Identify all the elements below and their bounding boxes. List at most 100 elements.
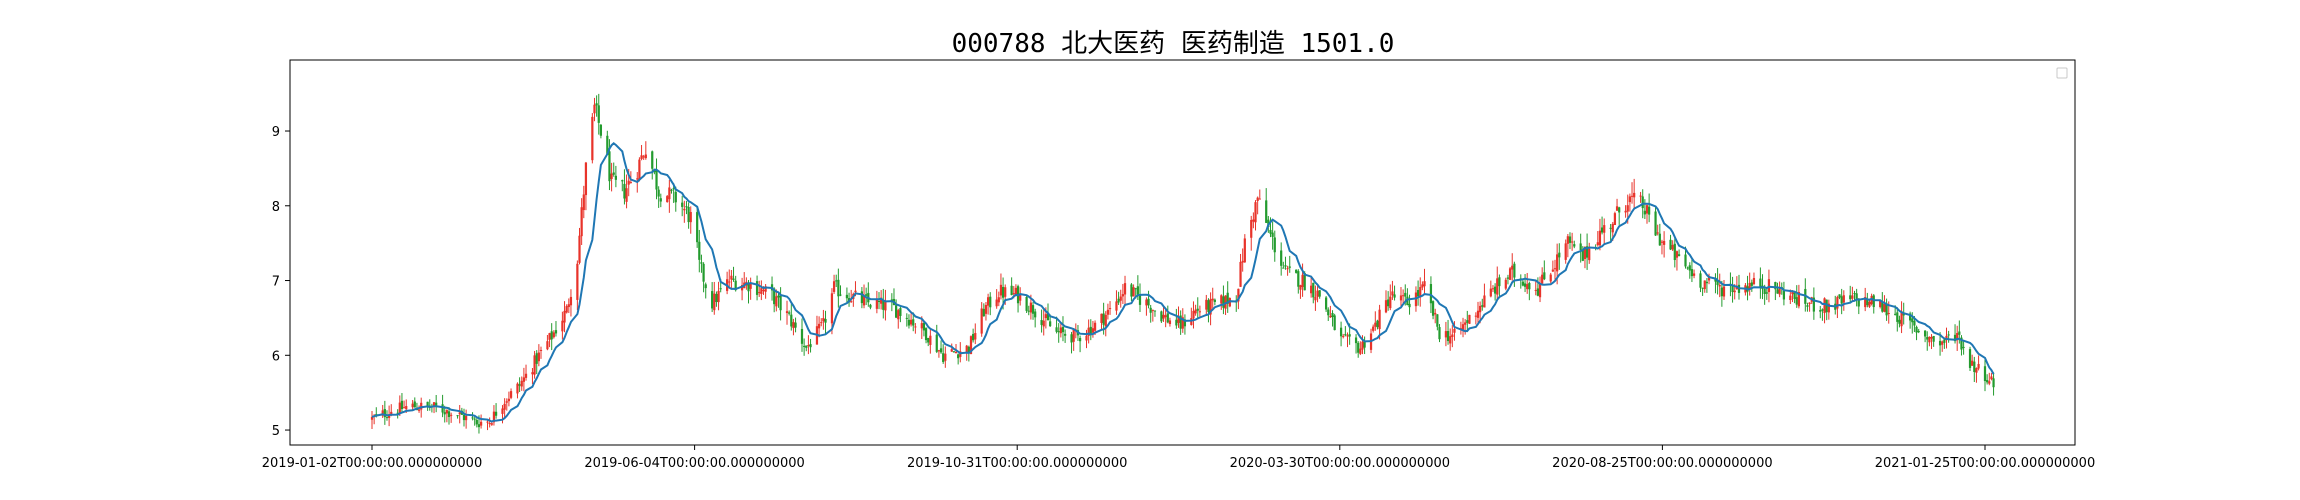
candle-body	[1466, 320, 1469, 323]
candle-body	[1211, 298, 1214, 301]
candle-body	[1179, 315, 1182, 329]
candle-body	[1776, 289, 1779, 294]
candle-body	[1177, 316, 1180, 323]
candle-body	[839, 294, 842, 296]
candle-body	[1626, 205, 1629, 212]
candle-body	[1449, 336, 1452, 344]
candle-body	[1887, 313, 1890, 315]
candle-body	[1564, 243, 1567, 260]
candle-body	[1194, 309, 1197, 314]
candle-body	[967, 346, 970, 353]
candle-body	[1072, 328, 1075, 342]
candle-body	[854, 290, 857, 293]
candle-body	[924, 328, 928, 341]
candle-body	[1342, 336, 1345, 338]
candle-body	[1164, 315, 1167, 318]
candle-body	[986, 297, 990, 306]
candle-body	[1431, 301, 1435, 316]
candle-body	[1513, 263, 1516, 278]
candle-body	[471, 417, 474, 419]
candle-body	[597, 105, 600, 123]
candle-body	[1718, 285, 1721, 287]
candle-body	[1812, 297, 1815, 312]
candle-body	[402, 407, 406, 409]
candle-body	[1778, 287, 1781, 295]
candle-body	[1624, 210, 1627, 213]
candle-body	[965, 345, 968, 353]
candle-body	[1250, 219, 1253, 238]
candle-body	[1312, 282, 1315, 298]
candle-body	[1915, 326, 1918, 333]
candle-body	[627, 180, 630, 185]
candle-body	[1720, 287, 1723, 297]
candle-body	[554, 330, 558, 334]
candle-body	[1295, 269, 1298, 273]
candle-body	[383, 409, 386, 417]
candle-body	[1930, 336, 1933, 339]
candle-body	[869, 304, 872, 308]
candle-body	[582, 194, 585, 211]
candle-body	[1618, 207, 1621, 213]
candle-body	[465, 415, 468, 421]
candle-body	[636, 178, 639, 180]
candle-body	[1923, 330, 1927, 337]
candle-body	[747, 284, 750, 292]
candle-body	[817, 323, 821, 329]
candle-body	[1686, 267, 1689, 269]
y-tick-label: 7	[272, 275, 280, 290]
candle-body	[984, 304, 988, 314]
candle-body	[1973, 361, 1976, 373]
moving-average-line	[371, 141, 1995, 423]
candle-body	[1911, 318, 1914, 323]
candle-body	[1556, 254, 1559, 272]
candle-body	[719, 288, 722, 290]
candle-body	[824, 318, 827, 323]
candle-body	[435, 402, 438, 406]
candle-body	[777, 295, 780, 298]
candle-body	[672, 188, 675, 190]
candle-body	[1273, 237, 1276, 253]
candle-body	[1898, 319, 1901, 324]
candle-body	[845, 294, 849, 299]
candle-body	[1166, 313, 1169, 323]
candle-body	[1044, 314, 1047, 319]
candle-body	[1662, 240, 1666, 245]
candle-body	[1001, 286, 1005, 298]
candle-body	[490, 423, 493, 425]
candle-body	[982, 308, 985, 317]
candle-body	[969, 336, 973, 355]
candle-body	[1658, 233, 1661, 246]
candle-body	[807, 345, 810, 347]
candle-body	[957, 354, 960, 359]
candle-body	[822, 318, 825, 322]
candle-body	[1339, 327, 1343, 337]
candle-body	[623, 183, 626, 199]
candle-body	[1857, 298, 1860, 307]
candle-body	[1971, 360, 1974, 366]
candle-body	[578, 235, 581, 263]
candle-body	[995, 299, 998, 307]
candle-body	[734, 280, 737, 291]
candle-body	[1040, 320, 1043, 325]
candle-body	[565, 306, 568, 313]
candle-body	[1209, 299, 1212, 315]
candle-body	[1301, 274, 1304, 288]
candle-body	[1684, 254, 1687, 267]
candle-body	[1896, 312, 1899, 322]
candle-body	[1641, 196, 1644, 209]
candle-body	[1603, 225, 1606, 233]
candle-body	[1962, 346, 1965, 348]
candle-body	[479, 421, 483, 426]
candle-body	[835, 280, 838, 282]
candle-body	[1384, 300, 1388, 313]
candle-body	[1138, 294, 1142, 305]
candle-body	[1100, 313, 1103, 323]
candle-body	[1752, 277, 1756, 285]
candle-body	[1046, 312, 1050, 321]
candle-body	[1357, 342, 1360, 353]
candle-body	[398, 402, 401, 414]
candle-body	[608, 151, 611, 182]
candle-body	[1506, 277, 1510, 279]
candle-body	[929, 335, 932, 345]
candle-body	[792, 322, 795, 329]
